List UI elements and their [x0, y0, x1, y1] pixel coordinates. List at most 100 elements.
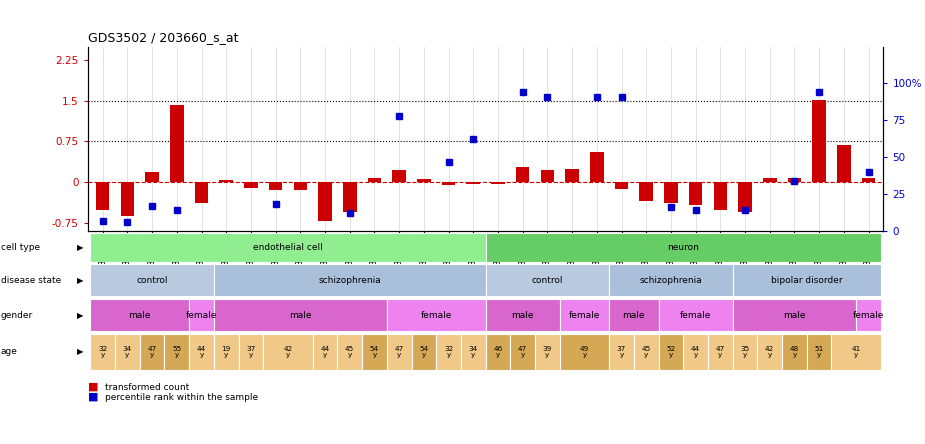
- Text: 49
y: 49 y: [580, 345, 589, 358]
- Bar: [486, 233, 881, 262]
- Text: 54
y: 54 y: [370, 345, 379, 358]
- Text: bipolar disorder: bipolar disorder: [771, 276, 843, 285]
- Bar: [610, 334, 634, 370]
- Bar: [466, 182, 480, 184]
- Bar: [91, 264, 214, 297]
- Text: 46
y: 46 y: [493, 345, 502, 358]
- Text: 34
y: 34 y: [469, 345, 478, 358]
- Bar: [412, 334, 437, 370]
- Text: disease state: disease state: [1, 276, 61, 285]
- Bar: [96, 182, 109, 210]
- Text: ■: ■: [88, 381, 98, 392]
- Text: 32
y: 32 y: [98, 345, 107, 358]
- Text: male: male: [512, 310, 534, 320]
- Bar: [442, 182, 455, 185]
- Bar: [219, 180, 233, 182]
- Bar: [140, 334, 165, 370]
- Bar: [832, 334, 881, 370]
- Text: female: female: [569, 310, 600, 320]
- Bar: [782, 334, 807, 370]
- Bar: [659, 299, 733, 331]
- Bar: [190, 299, 214, 331]
- Text: 37
y: 37 y: [617, 345, 626, 358]
- Bar: [610, 264, 733, 297]
- Text: 47
y: 47 y: [518, 345, 527, 358]
- Bar: [214, 334, 239, 370]
- Text: ▶: ▶: [77, 276, 84, 285]
- Text: 44
y: 44 y: [691, 345, 700, 358]
- Text: neuron: neuron: [667, 243, 699, 252]
- Bar: [610, 299, 659, 331]
- Bar: [190, 334, 214, 370]
- Bar: [615, 182, 628, 189]
- Bar: [713, 182, 727, 210]
- Bar: [115, 334, 140, 370]
- Text: male: male: [290, 310, 312, 320]
- Text: 48
y: 48 y: [790, 345, 799, 358]
- Text: male: male: [129, 310, 151, 320]
- Bar: [837, 145, 851, 182]
- Bar: [634, 334, 659, 370]
- Text: ■: ■: [88, 392, 98, 402]
- Text: control: control: [532, 276, 563, 285]
- Bar: [486, 334, 511, 370]
- Bar: [343, 182, 356, 212]
- Bar: [763, 178, 776, 182]
- Bar: [733, 264, 881, 297]
- Text: GDS3502 / 203660_s_at: GDS3502 / 203660_s_at: [88, 31, 239, 44]
- Text: male: male: [623, 310, 645, 320]
- Text: 55
y: 55 y: [172, 345, 181, 358]
- Text: female: female: [680, 310, 711, 320]
- Bar: [664, 182, 678, 203]
- Text: ▶: ▶: [77, 243, 84, 252]
- Bar: [788, 178, 801, 182]
- Bar: [486, 264, 610, 297]
- Bar: [392, 170, 406, 182]
- Bar: [560, 334, 610, 370]
- Text: age: age: [1, 347, 18, 357]
- Bar: [195, 182, 208, 203]
- Bar: [491, 182, 505, 184]
- Bar: [91, 233, 486, 262]
- Bar: [362, 334, 387, 370]
- Bar: [387, 334, 412, 370]
- Text: 47
y: 47 y: [147, 345, 156, 358]
- Bar: [560, 299, 610, 331]
- Text: 35
y: 35 y: [740, 345, 749, 358]
- Text: male: male: [783, 310, 806, 320]
- Bar: [708, 334, 733, 370]
- Bar: [367, 178, 381, 182]
- Bar: [214, 264, 486, 297]
- Text: 42
y: 42 y: [765, 345, 774, 358]
- Bar: [313, 334, 338, 370]
- Bar: [535, 334, 560, 370]
- Bar: [91, 299, 190, 331]
- Text: 19
y: 19 y: [222, 345, 231, 358]
- Bar: [437, 334, 461, 370]
- Bar: [590, 152, 604, 182]
- Bar: [461, 334, 486, 370]
- Text: transformed count: transformed count: [105, 383, 189, 392]
- Text: schizophrenia: schizophrenia: [318, 276, 381, 285]
- Text: 32
y: 32 y: [444, 345, 453, 358]
- Bar: [269, 182, 282, 190]
- Bar: [807, 334, 832, 370]
- Text: 39
y: 39 y: [543, 345, 552, 358]
- Bar: [170, 105, 183, 182]
- Bar: [338, 334, 362, 370]
- Text: percentile rank within the sample: percentile rank within the sample: [105, 393, 258, 402]
- Bar: [862, 178, 875, 182]
- Bar: [733, 299, 857, 331]
- Text: 45
y: 45 y: [345, 345, 354, 358]
- Bar: [812, 100, 826, 182]
- Text: 34
y: 34 y: [123, 345, 132, 358]
- Text: 45
y: 45 y: [642, 345, 651, 358]
- Bar: [165, 334, 190, 370]
- Bar: [239, 334, 264, 370]
- Bar: [758, 334, 782, 370]
- Text: female: female: [853, 310, 884, 320]
- Text: 37
y: 37 y: [246, 345, 255, 358]
- Text: cell type: cell type: [1, 243, 40, 252]
- Bar: [639, 182, 653, 201]
- Bar: [244, 182, 258, 187]
